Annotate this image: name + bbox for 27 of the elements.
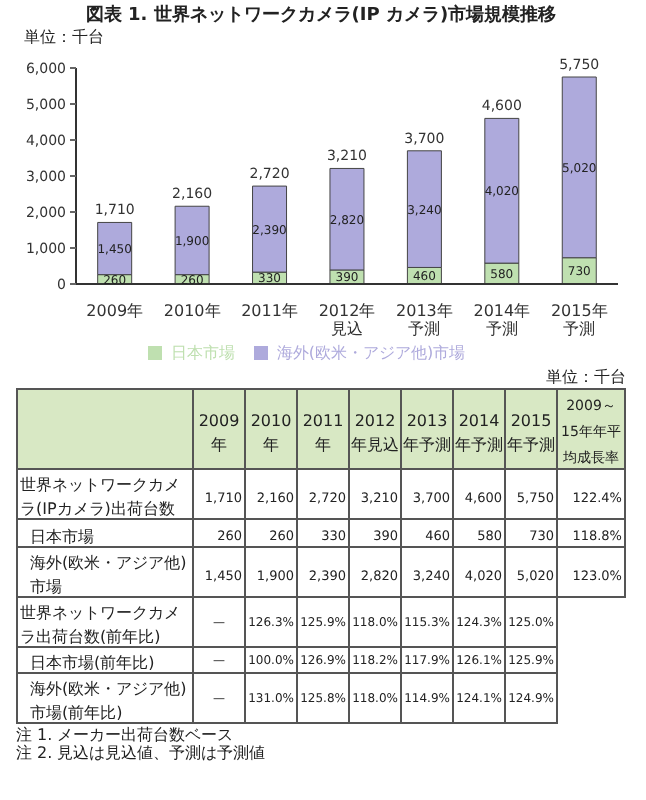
x-tick-label: 2009年 [86,302,144,320]
text: 日本市場(前年比) [30,654,155,672]
text: 世界ネットワークカメラ出荷台数(前年比) [20,604,180,646]
chart-title: 図表 1. 世界ネットワークカメラ(IP カメラ)市場規模推移 [83,4,559,28]
legend-label: 海外(欧米・アジア他)市場 [276,344,466,362]
text: 単位：千台 [22,28,106,48]
text: 注 2. 見込は見込値、予測は予測値 [16,744,268,762]
text: 世界ネットワークカメラ(IPカメラ)出荷台数 [20,476,180,518]
x-tick-label: 2010年 [163,302,221,320]
category-label: 2010年 [250,411,292,453]
text: 単位：千台 [544,368,626,388]
x-tick-label: 2011年 [241,302,298,320]
x-tick-label: 2014年 予測 [473,302,531,338]
text: 海外(欧米・アジア他)市場 [30,554,187,596]
category-label: 2009年 [198,411,240,453]
category-label: 2011年 [302,411,344,453]
category-label: 2015年予測 [507,411,555,453]
text: 注 1. メーカー出荷台数ベース [16,726,236,744]
x-tick-label: 2013年 予測 [396,302,453,338]
x-tick-label: 2012年 見込 [318,302,376,338]
legend-label: 日本市場 [170,344,235,362]
category-label: 2014年予測 [455,411,503,453]
text: 日本市場 [30,527,94,545]
category-label: 2012年見込 [351,411,399,453]
x-tick-label: 2015年 予測 [550,302,608,338]
text: 海外(欧米・アジア他)市場(前年比) [30,680,187,722]
category-label: 2013年予測 [403,411,451,453]
